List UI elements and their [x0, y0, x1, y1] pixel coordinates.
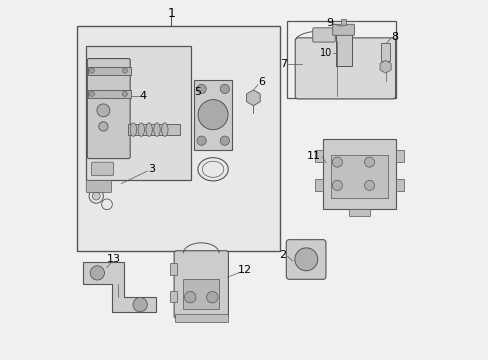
- FancyBboxPatch shape: [332, 24, 354, 35]
- Text: 2: 2: [279, 250, 286, 260]
- Bar: [287, 21, 395, 98]
- Text: 10: 10: [319, 48, 331, 58]
- Circle shape: [332, 157, 342, 167]
- Text: 3: 3: [148, 164, 155, 174]
- FancyBboxPatch shape: [295, 38, 395, 99]
- Circle shape: [122, 68, 127, 73]
- Bar: [170, 291, 176, 302]
- Bar: [315, 150, 323, 162]
- Circle shape: [99, 122, 108, 131]
- Bar: [88, 90, 131, 98]
- FancyBboxPatch shape: [174, 251, 228, 318]
- Bar: [88, 67, 131, 75]
- Circle shape: [89, 91, 94, 96]
- Circle shape: [97, 104, 110, 117]
- Bar: [315, 179, 323, 192]
- Bar: [175, 314, 227, 322]
- Circle shape: [198, 100, 227, 130]
- Ellipse shape: [153, 123, 160, 136]
- Text: 11: 11: [306, 151, 321, 161]
- Ellipse shape: [130, 123, 136, 136]
- Text: 8: 8: [390, 32, 397, 42]
- Text: 12: 12: [237, 265, 251, 275]
- Circle shape: [122, 91, 127, 96]
- Bar: [330, 155, 387, 198]
- Bar: [194, 80, 231, 150]
- Bar: [183, 279, 218, 309]
- Circle shape: [89, 68, 94, 73]
- Circle shape: [90, 266, 104, 280]
- FancyBboxPatch shape: [312, 28, 335, 42]
- Bar: [77, 26, 280, 251]
- FancyBboxPatch shape: [91, 162, 113, 176]
- Circle shape: [220, 84, 229, 94]
- Bar: [170, 263, 176, 275]
- Bar: [380, 43, 389, 62]
- Bar: [395, 150, 404, 162]
- FancyBboxPatch shape: [86, 180, 111, 193]
- Circle shape: [206, 292, 218, 303]
- Ellipse shape: [145, 123, 152, 136]
- Circle shape: [92, 192, 100, 200]
- Bar: [348, 208, 369, 216]
- Polygon shape: [83, 262, 156, 312]
- Circle shape: [197, 84, 206, 94]
- Circle shape: [332, 180, 342, 190]
- Circle shape: [197, 136, 206, 145]
- Bar: [128, 124, 180, 135]
- Bar: [85, 46, 190, 180]
- Circle shape: [184, 292, 196, 303]
- Circle shape: [364, 157, 374, 167]
- Bar: [335, 33, 351, 66]
- Text: 5: 5: [194, 87, 201, 98]
- FancyBboxPatch shape: [87, 59, 130, 158]
- FancyBboxPatch shape: [285, 240, 325, 279]
- Bar: [395, 179, 404, 192]
- Text: 4: 4: [140, 91, 147, 101]
- Polygon shape: [246, 90, 260, 106]
- Ellipse shape: [162, 123, 168, 136]
- Text: 13: 13: [107, 254, 121, 264]
- Circle shape: [220, 136, 229, 145]
- Ellipse shape: [138, 123, 144, 136]
- Bar: [323, 139, 395, 208]
- Circle shape: [133, 297, 147, 312]
- Text: 9: 9: [325, 18, 332, 28]
- Text: 1: 1: [167, 8, 175, 21]
- Bar: [341, 19, 345, 25]
- Text: 6: 6: [258, 77, 264, 87]
- Circle shape: [294, 248, 317, 271]
- Polygon shape: [379, 60, 390, 73]
- Text: 7: 7: [280, 59, 287, 69]
- Circle shape: [364, 180, 374, 190]
